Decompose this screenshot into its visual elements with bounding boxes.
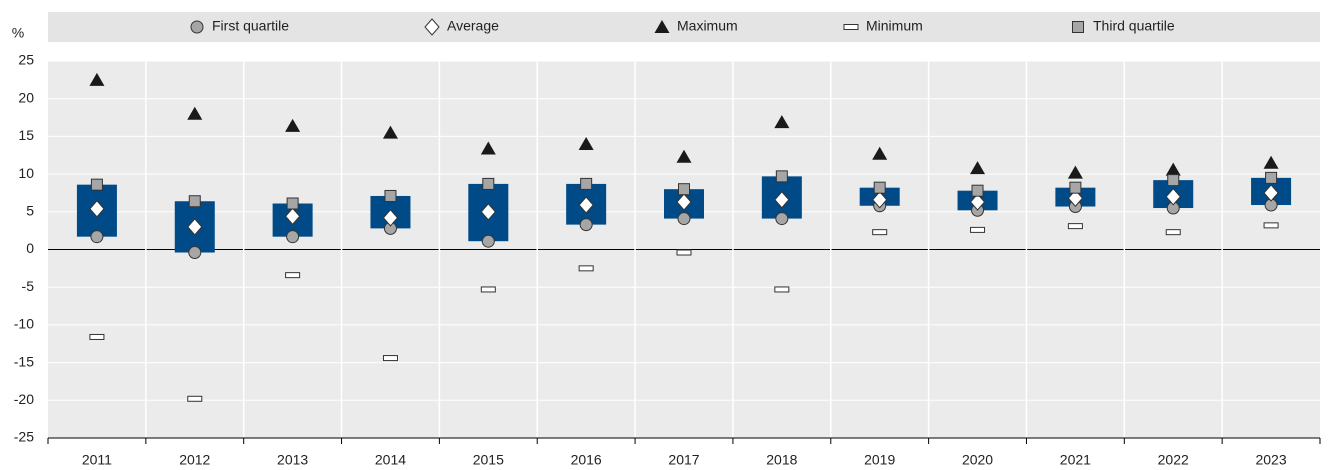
marker-triangle xyxy=(676,149,692,163)
marker-dash xyxy=(285,272,301,279)
legend-marker xyxy=(424,18,440,36)
legend-marker xyxy=(654,20,670,33)
x-tick-label: 2018 xyxy=(766,452,797,468)
x-tick-label: 2013 xyxy=(277,452,308,468)
y-tick-label: -25 xyxy=(14,429,34,445)
marker-diamond xyxy=(774,190,790,209)
x-tick-label: 2017 xyxy=(668,452,699,468)
marker-triangle xyxy=(187,106,203,120)
legend-marker xyxy=(843,24,859,30)
x-tick-label: 2020 xyxy=(962,452,993,468)
y-tick-label: -15 xyxy=(14,353,34,369)
y-axis-label: % xyxy=(12,25,24,41)
y-tick-label: 0 xyxy=(26,240,34,256)
marker-square xyxy=(775,170,788,183)
marker-triangle xyxy=(1263,155,1279,169)
marker-circle xyxy=(579,218,593,232)
marker-dash xyxy=(1165,229,1181,236)
marker-square xyxy=(1167,174,1180,187)
marker-square xyxy=(286,197,299,210)
marker-circle xyxy=(188,246,202,260)
legend-band xyxy=(48,12,1320,42)
marker-circle xyxy=(677,212,691,226)
marker-diamond xyxy=(1263,184,1279,202)
legend-label: Minimum xyxy=(866,18,923,34)
marker-diamond xyxy=(1067,189,1084,207)
marker-triangle xyxy=(872,146,888,160)
x-tick-label: 2011 xyxy=(82,452,112,468)
x-tick-label: 2012 xyxy=(179,452,210,468)
x-tick-label: 2016 xyxy=(571,452,602,468)
x-tick-label: 2014 xyxy=(375,452,406,468)
marker-square xyxy=(482,177,495,190)
marker-diamond xyxy=(1165,187,1181,206)
x-tick-label: 2021 xyxy=(1060,452,1091,468)
y-tick-label: -20 xyxy=(14,391,34,407)
y-tick-label: 15 xyxy=(18,127,34,143)
marker-dash xyxy=(1067,223,1083,230)
marker-triangle xyxy=(970,161,986,175)
y-tick-label: 5 xyxy=(26,203,34,219)
x-tick-label: 2022 xyxy=(1158,452,1189,468)
marker-triangle xyxy=(1067,165,1083,179)
x-tick-label: 2019 xyxy=(864,452,895,468)
marker-diamond xyxy=(872,190,888,209)
marker-dash xyxy=(774,286,790,293)
marker-circle xyxy=(90,230,104,244)
marker-square xyxy=(1069,181,1082,194)
marker-diamond xyxy=(284,207,301,226)
legend-marker xyxy=(190,20,204,34)
y-tick-label: -5 xyxy=(22,278,35,294)
legend-label: Average xyxy=(447,18,499,34)
legend-label: Third quartile xyxy=(1093,18,1175,34)
marker-diamond xyxy=(480,203,496,221)
marker-circle xyxy=(775,212,789,226)
marker-diamond xyxy=(676,193,692,211)
marker-triangle xyxy=(382,125,398,139)
marker-square xyxy=(580,177,593,190)
marker-triangle xyxy=(578,136,594,150)
marker-dash xyxy=(480,286,496,293)
y-tick-label: -10 xyxy=(14,316,34,332)
marker-diamond xyxy=(969,193,986,211)
marker-circle xyxy=(286,230,300,244)
marker-dash xyxy=(578,265,594,272)
marker-square xyxy=(1265,171,1278,184)
marker-square xyxy=(384,189,397,202)
legend-label: Maximum xyxy=(677,18,738,34)
marker-dash xyxy=(382,355,398,362)
x-tick-label: 2015 xyxy=(473,452,504,468)
marker-square xyxy=(678,183,690,196)
legend-label: First quartile xyxy=(212,18,289,34)
marker-triangle xyxy=(89,72,105,86)
marker-diamond xyxy=(187,218,203,236)
marker-dash xyxy=(187,395,203,402)
marker-square xyxy=(971,184,984,197)
marker-diamond xyxy=(578,196,594,214)
marker-diamond xyxy=(89,200,105,218)
marker-diamond xyxy=(382,209,399,227)
y-tick-label: 10 xyxy=(18,165,34,181)
marker-dash xyxy=(872,229,888,236)
marker-dash xyxy=(676,249,692,256)
y-tick-label: 25 xyxy=(18,52,34,68)
marker-triangle xyxy=(774,115,790,129)
marker-square xyxy=(188,195,201,208)
x-tick-label: 2023 xyxy=(1255,452,1286,468)
marker-square xyxy=(873,181,886,194)
marker-triangle xyxy=(480,141,496,155)
marker-dash xyxy=(970,226,986,233)
marker-triangle xyxy=(285,118,301,132)
legend-marker xyxy=(1072,21,1084,33)
y-tick-label: 20 xyxy=(18,89,34,105)
marker-dash xyxy=(89,333,105,340)
marker-circle xyxy=(481,234,495,248)
marker-triangle xyxy=(1165,162,1181,176)
marker-square xyxy=(90,178,103,191)
marker-dash xyxy=(1263,222,1279,229)
